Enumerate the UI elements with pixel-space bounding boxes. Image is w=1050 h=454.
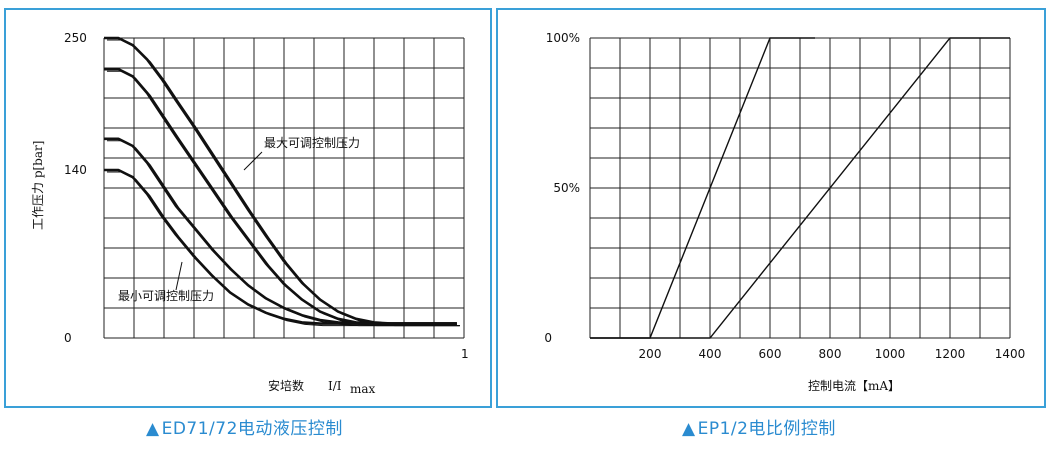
ep12-x-axis-label: 控制电流【mA】	[808, 379, 900, 393]
ep12-y-tick-label: 100%	[546, 31, 580, 45]
ep12-x-tick-label: 400	[699, 347, 722, 361]
triangle-icon: ▲	[682, 419, 696, 439]
ed71-annotation-min: 最小可调控制压力	[118, 289, 214, 303]
ed71-y-tick-label: 250	[64, 31, 87, 45]
ed71-x-axis-sub: max	[350, 382, 376, 396]
ep12-x-tick-label: 600	[759, 347, 782, 361]
ed71-series-3-edge	[107, 171, 460, 327]
triangle-icon: ▲	[146, 419, 160, 439]
ep12-caption: ▲ EP1/2电比例控制	[682, 414, 836, 439]
ed71-caption: ▲ ED71/72电动液压控制	[146, 414, 343, 439]
ed71-series-3-line	[104, 168, 457, 325]
ed71-y-tick-label: 0	[64, 331, 72, 345]
ep12-y-tick-label: 50%	[553, 181, 580, 195]
ep12-x-tick-label: 200	[639, 347, 662, 361]
ed71-series-0-line	[104, 36, 457, 325]
ed71-chart-panel: 250 140 0 1 工作压力 p[bar] 安培数 I/I max 最大可调控制压力最小可调…	[4, 8, 492, 408]
ed71-annotation-min-leader	[175, 261, 183, 291]
ep12-chart-panel: 100% 50% 0 200 400 600 800 1000 1200 1400 控制电流【mA】	[496, 8, 1046, 408]
ep12-x-tick-label: 1400	[995, 347, 1026, 361]
ep12-x-tick-label: 1200	[935, 347, 966, 361]
ed71-x-tick-label: 1	[461, 347, 469, 361]
ed71-caption-text: ED71/72电动液压控制	[161, 419, 343, 439]
ep12-chart: 100% 50% 0 200 400 600 800 1000 1200 1400 控制电流【mA】	[544, 31, 1026, 393]
ed71-series-1-edge	[107, 70, 460, 327]
ed71-y-tick-label: 140	[64, 163, 87, 177]
ed71-annotation-max-leader	[243, 151, 263, 171]
ep12-series-1-line	[590, 37, 1010, 339]
ep12-y-tick-label: 0	[544, 331, 552, 345]
ed71-x-axis-label: 安培数	[268, 378, 304, 393]
ed71-chart: 250 140 0 1 工作压力 p[bar] 安培数 I/I max 最大可调控制压力最小可调…	[31, 31, 469, 396]
ed71-annotation-max: 最大可调控制压力	[264, 136, 360, 150]
ep12-x-tick-label: 1000	[875, 347, 906, 361]
ed71-y-axis-label: 工作压力 p[bar]	[31, 141, 45, 230]
ep12-x-tick-label: 800	[819, 347, 842, 361]
ep12-caption-text: EP1/2电比例控制	[697, 419, 836, 439]
ed71-x-axis-ratio: I/I	[328, 379, 342, 393]
